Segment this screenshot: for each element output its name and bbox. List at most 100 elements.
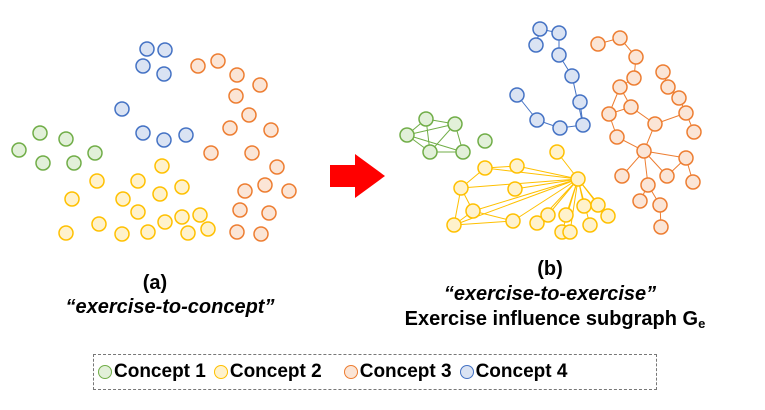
concept-4-node xyxy=(178,127,194,143)
subtitle-text: Exercise influence subgraph G xyxy=(404,308,699,330)
concept-3-node xyxy=(632,193,648,209)
concept-3-node xyxy=(241,107,257,123)
concept-3-node xyxy=(222,120,238,136)
concept-1-node xyxy=(455,144,471,160)
concept-2-node xyxy=(180,225,196,241)
concept-1-node xyxy=(477,133,493,149)
concept-2-node xyxy=(446,217,462,233)
concept-4-node xyxy=(135,58,151,74)
concept-3-node xyxy=(281,183,297,199)
graph-edge xyxy=(453,220,514,226)
concept-3-node xyxy=(601,106,617,122)
concept-2-node xyxy=(58,225,74,241)
graph-edge xyxy=(406,123,456,136)
concept-2-node xyxy=(115,191,131,207)
concept-2-node xyxy=(89,173,105,189)
legend-label: Concept 3 xyxy=(359,361,452,382)
concept-1-node xyxy=(399,127,415,143)
panel-b-caption: “exercise-to-exercise” xyxy=(443,283,657,305)
concept-2-node xyxy=(174,209,190,225)
graph-edge xyxy=(516,165,579,180)
concept-2-node xyxy=(582,217,598,233)
legend-item-concept-2: Concept 2 xyxy=(213,361,322,383)
concept-1-node xyxy=(11,142,27,158)
concept-2-circle-icon xyxy=(213,365,228,379)
concept-1-node xyxy=(447,116,463,132)
concept-3-node xyxy=(253,226,269,242)
legend: Concept 1 Concept 2 Concept 3 Concept 4 xyxy=(93,354,657,390)
concept-1-node xyxy=(35,155,51,171)
concept-2-node xyxy=(576,198,592,214)
graph-edge xyxy=(561,178,579,233)
concept-4-node xyxy=(135,125,151,141)
concept-1-circle-icon xyxy=(98,365,112,379)
concept-2-node xyxy=(529,215,545,231)
graph-edge xyxy=(512,178,579,222)
concept-3-node xyxy=(652,197,668,213)
graph-edge xyxy=(406,134,464,153)
concept-4-node xyxy=(528,37,544,53)
concept-2-node xyxy=(509,158,525,174)
concept-2-node xyxy=(590,197,606,213)
legend-item-concept-3: Concept 3 xyxy=(343,361,452,383)
concept-3-node xyxy=(640,177,656,193)
concept-3-node xyxy=(685,174,701,190)
concept-3-node xyxy=(671,90,687,106)
concept-4-node xyxy=(509,87,525,103)
graph-edge xyxy=(514,178,579,190)
concept-3-node xyxy=(210,53,226,69)
concept-4-node xyxy=(552,120,568,136)
concept-2-node xyxy=(558,207,574,223)
panel-a-label: (a) xyxy=(142,272,168,294)
concept-3-node xyxy=(269,159,285,175)
concept-3-node xyxy=(252,77,268,93)
concept-2-node xyxy=(507,181,523,197)
concept-2-node xyxy=(174,179,190,195)
legend-item-concept-1: Concept 1 xyxy=(98,361,206,383)
legend-label: Concept 4 xyxy=(475,361,568,382)
concept-3-node xyxy=(678,150,694,166)
concept-3-node xyxy=(647,116,663,132)
concept-2-node xyxy=(130,204,146,220)
concept-1-node xyxy=(66,155,82,171)
concept-3-node xyxy=(612,30,628,46)
concept-4-circle-icon xyxy=(459,365,474,379)
concept-4-node xyxy=(156,132,172,148)
concept-4-node xyxy=(529,112,545,128)
concept-3-node xyxy=(655,64,671,80)
panel-a-caption: “exercise-to-concept” xyxy=(65,296,275,318)
concept-3-node xyxy=(229,224,245,240)
graph-edge xyxy=(569,178,579,233)
concept-3-node xyxy=(237,183,253,199)
graph-edge xyxy=(484,167,579,180)
concept-3-node xyxy=(228,88,244,104)
concept-3-node xyxy=(678,105,694,121)
concept-2-node xyxy=(130,173,146,189)
concept-3-node xyxy=(626,70,642,86)
concept-2-node xyxy=(549,144,565,160)
concept-2-node xyxy=(505,213,521,229)
concept-2-node xyxy=(157,214,173,230)
panel-b-label: (b) xyxy=(537,258,563,280)
concept-2-node xyxy=(540,207,556,223)
concept-4-node xyxy=(572,94,588,110)
graph-edge xyxy=(547,178,579,216)
concept-4-node xyxy=(575,117,591,133)
concept-4-node xyxy=(156,66,172,82)
panel-b-graph xyxy=(399,21,702,240)
concept-3-node xyxy=(203,145,219,161)
concept-3-node xyxy=(612,79,628,95)
concept-2-node xyxy=(477,160,493,176)
concept-3-node xyxy=(232,202,248,218)
concept-3-node xyxy=(244,145,260,161)
concept-2-node xyxy=(114,226,130,242)
concept-4-node xyxy=(564,68,580,84)
concept-2-hub-node xyxy=(570,171,586,187)
panel-a-nodes xyxy=(11,41,297,242)
concept-1-node xyxy=(87,145,103,161)
concept-1-node xyxy=(422,144,438,160)
panel-b-nodes xyxy=(399,21,702,240)
concept-4-node xyxy=(114,101,130,117)
legend-item-concept-4: Concept 4 xyxy=(459,361,568,383)
